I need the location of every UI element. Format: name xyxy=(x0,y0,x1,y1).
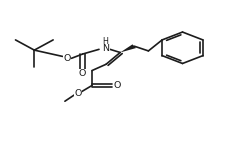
Text: O: O xyxy=(63,54,70,63)
Text: O: O xyxy=(114,81,121,90)
Polygon shape xyxy=(120,44,136,52)
Text: N: N xyxy=(102,44,109,53)
Text: O: O xyxy=(74,89,82,98)
Text: H: H xyxy=(103,37,109,46)
Text: O: O xyxy=(79,69,86,78)
